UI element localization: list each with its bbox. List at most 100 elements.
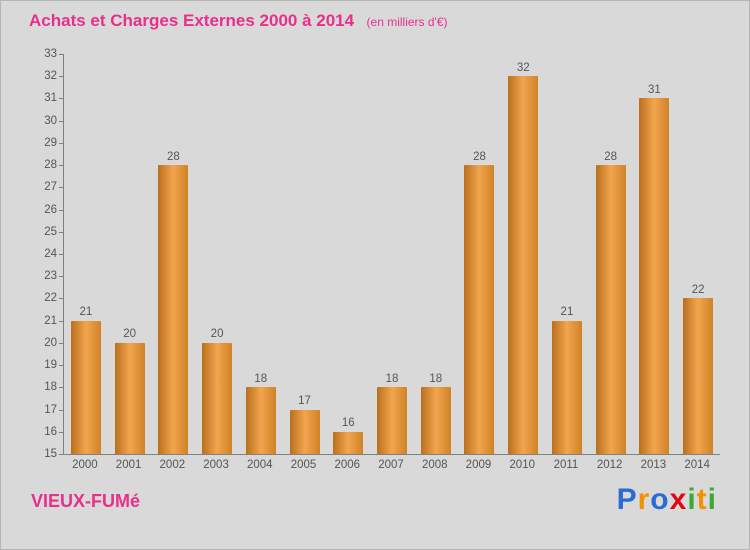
x-tick-label: 2010: [509, 459, 535, 471]
bar: [333, 431, 364, 454]
bar-value-label: 21: [560, 306, 574, 319]
x-axis: 2000 2001 2002 2003 2004 2005 2006 2007 2008 2009…: [63, 459, 719, 471]
chart-subtitle: (en milliers d'€): [366, 15, 448, 29]
bar-value-label: 17: [298, 395, 311, 408]
bar-value-label: 22: [691, 283, 705, 296]
x-tick-label: 2003: [203, 459, 229, 471]
logo-letter: o: [650, 483, 670, 516]
bar-value-label: 31: [648, 83, 661, 96]
bar-value-label: 18: [385, 372, 399, 385]
x-tick-label: 2006: [334, 459, 361, 471]
x-tick-label: 2001: [115, 459, 142, 471]
x-tick-label: 2007: [378, 459, 404, 471]
logo-letter: t: [696, 483, 708, 516]
plot-area: 21 20 28 20 18 17 16 18 18 28 32 21 28 31 22: [63, 54, 720, 455]
bar-value-label: 28: [604, 150, 618, 163]
y-tick-mark: [59, 187, 63, 189]
y-tick-label: 29: [44, 136, 57, 149]
bar: [551, 320, 582, 454]
y-tick-label: 23: [44, 270, 57, 283]
bar: [289, 409, 320, 454]
logo-letter: P: [616, 483, 638, 516]
logo-letter: x: [669, 483, 688, 516]
x-tick-label: 2013: [640, 459, 667, 471]
x-tick-label: 2012: [596, 459, 623, 471]
bar: [245, 387, 276, 454]
bars-container: 21 20 28 20 18 17 16 18 18 28 32 21 28 31 22: [64, 54, 720, 454]
y-tick-mark: [59, 54, 63, 55]
y-tick-label: 26: [44, 203, 57, 216]
entity-name: VIEUX-FUMé: [31, 491, 141, 511]
y-tick-mark: [59, 76, 63, 78]
y-tick-label: 24: [44, 248, 57, 260]
y-tick-mark: [59, 454, 63, 455]
bar-slot-2009: 28: [458, 54, 502, 454]
y-tick-label: 21: [44, 314, 57, 327]
bar: [508, 76, 539, 454]
y-tick-mark: [59, 298, 63, 300]
bar-slot-2012: 28: [589, 54, 633, 454]
bar: [464, 165, 495, 454]
y-tick-label: 31: [44, 92, 57, 105]
bar: [202, 342, 233, 454]
y-tick-mark: [59, 409, 63, 411]
y-tick-label: 19: [44, 359, 57, 372]
bar: [683, 298, 714, 454]
y-tick-label: 28: [44, 159, 57, 172]
x-tick-label: 2000: [72, 459, 98, 471]
y-tick-label: 30: [44, 114, 57, 127]
bar-slot-2006: 16: [326, 54, 370, 454]
y-tick-mark: [59, 365, 63, 367]
x-tick-label: 2008: [421, 459, 448, 471]
bar-slot-2007: 18: [370, 54, 414, 454]
y-tick-mark: [59, 209, 63, 211]
y-tick-label: 16: [44, 425, 57, 438]
y-tick-mark: [59, 342, 63, 344]
bar-slot-2002: 28: [151, 54, 195, 454]
bar: [420, 387, 451, 454]
y-tick-mark: [59, 98, 63, 100]
y-tick-label: 15: [44, 448, 57, 460]
bar-slot-2008: 18: [414, 54, 458, 454]
x-tick-label: 2009: [465, 459, 492, 471]
bar-slot-2014: 22: [676, 54, 720, 454]
y-tick-mark: [59, 320, 63, 322]
bar-value-label: 28: [166, 150, 180, 163]
title-row: Achats et Charges Externes 2000 à 2014 (…: [29, 11, 448, 31]
bar: [158, 165, 189, 454]
proxiti-logo: Proxiti: [617, 483, 717, 517]
y-tick-label: 18: [44, 381, 57, 394]
bar-slot-2004: 18: [239, 54, 283, 454]
y-tick-label: 17: [44, 403, 57, 416]
x-tick-label: 2014: [684, 459, 710, 471]
y-tick-mark: [59, 431, 63, 433]
y-tick-mark: [59, 254, 63, 255]
y-tick-label: 27: [44, 181, 57, 194]
bar: [377, 387, 407, 454]
bar-value-label: 21: [79, 306, 93, 319]
bar-value-label: 18: [429, 372, 443, 385]
logo-letter: i: [707, 483, 717, 516]
bar-slot-2000: 21: [64, 54, 108, 454]
bar-value-label: 20: [210, 328, 224, 341]
y-tick-mark: [59, 231, 63, 233]
chart-title: Achats et Charges Externes 2000 à 2014: [29, 11, 355, 30]
x-tick-label: 2011: [553, 459, 579, 471]
bar: [70, 320, 101, 454]
y-tick-label: 25: [44, 225, 57, 238]
x-tick-label: 2005: [290, 459, 317, 471]
y-tick-mark: [59, 165, 63, 167]
bar-value-label: 20: [123, 328, 136, 341]
logo-letter: i: [687, 483, 697, 516]
y-tick-label: 22: [44, 292, 57, 305]
bar: [639, 98, 670, 454]
bar-slot-2003: 20: [195, 54, 239, 454]
logo-letter: r: [637, 483, 651, 516]
y-tick-label: 32: [44, 70, 57, 83]
y-tick-mark: [59, 387, 63, 389]
bar-value-label: 18: [254, 372, 268, 385]
bar-slot-2011: 21: [545, 54, 589, 454]
bar: [114, 342, 145, 454]
y-tick-mark: [59, 142, 63, 144]
